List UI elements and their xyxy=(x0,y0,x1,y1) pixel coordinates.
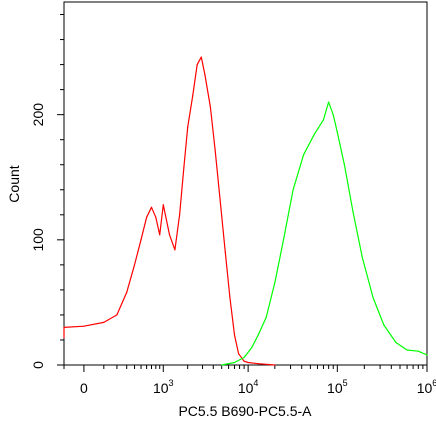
series-2-point xyxy=(282,239,285,241)
series-2-point xyxy=(426,354,428,356)
series-1-point xyxy=(116,314,118,316)
series-1-point xyxy=(63,331,65,334)
series-2-point xyxy=(417,350,419,352)
series-1-point xyxy=(219,199,221,201)
x-axis-title: PC5.5 B690-PC5.5-A xyxy=(178,403,312,419)
series-2-point xyxy=(292,189,294,191)
plot-frame xyxy=(63,1,428,366)
series-1-point xyxy=(140,239,142,241)
x-tick-label: 105 xyxy=(327,378,348,396)
series-1-point xyxy=(179,214,181,216)
series-1-point xyxy=(162,204,164,206)
series-1-point xyxy=(233,334,236,336)
series-2-point xyxy=(352,211,354,213)
series-2-point xyxy=(336,131,338,133)
series-1-point xyxy=(174,249,176,251)
series-2-point xyxy=(383,324,385,326)
series-2-point xyxy=(343,164,345,166)
series-2-point xyxy=(361,256,363,258)
y-axis-title: Count xyxy=(6,165,22,202)
series-line-1 xyxy=(63,56,275,366)
series-2-point xyxy=(313,134,315,136)
series-layer xyxy=(63,56,428,366)
series-1-point xyxy=(126,291,128,293)
series-1-point xyxy=(257,363,259,365)
series-1-point xyxy=(187,126,189,128)
series-1-point xyxy=(168,234,171,236)
x-tick-label: 0 xyxy=(80,380,88,396)
series-1-point xyxy=(243,360,245,362)
y-axis-ticks: 0 100 200 xyxy=(30,14,64,369)
series-2-point xyxy=(332,114,334,116)
series-1-point xyxy=(209,106,211,108)
series-1-point xyxy=(150,206,153,208)
series-2-point xyxy=(328,101,330,103)
series-1-point xyxy=(229,296,231,298)
series-2-point xyxy=(395,341,397,344)
series-1-point xyxy=(214,149,216,151)
series-1-point xyxy=(204,74,206,76)
series-line-2 xyxy=(221,101,428,366)
y-tick-label: 0 xyxy=(30,361,46,369)
series-1-point xyxy=(196,64,198,66)
series-2-point xyxy=(303,154,305,156)
series-1-point xyxy=(155,216,157,218)
series-2-point xyxy=(257,334,259,336)
series-2-point xyxy=(406,349,408,351)
series-1-point xyxy=(274,364,276,366)
series-1-point xyxy=(183,166,185,168)
series-1-point xyxy=(103,321,105,323)
series-2-point xyxy=(372,296,374,298)
x-tick-label: 104 xyxy=(238,378,259,396)
series-1-point xyxy=(83,325,85,327)
series-1-point xyxy=(159,234,161,236)
series-1-point xyxy=(63,326,65,328)
series-1-point xyxy=(192,95,194,97)
series-2-point xyxy=(274,281,276,283)
series-1-point xyxy=(238,353,240,355)
x-axis-ticks: 0 103 104 105 106 xyxy=(63,365,436,396)
series-1-point xyxy=(200,56,202,58)
series-1-point xyxy=(247,361,249,364)
series-2-point xyxy=(251,346,253,349)
x-tick-label: 106 xyxy=(417,378,436,396)
y-tick-label: 100 xyxy=(30,228,46,252)
series-1-point xyxy=(224,251,226,253)
y-tick-label: 200 xyxy=(30,103,46,127)
series-2-point xyxy=(233,361,236,364)
series-2-point xyxy=(265,316,267,318)
series-1-point xyxy=(63,336,65,339)
x-tick-label: 103 xyxy=(153,378,174,396)
series-2-point xyxy=(243,356,245,359)
series-1-point xyxy=(146,216,148,218)
series-2-point xyxy=(221,364,223,366)
series-2-point xyxy=(322,119,325,121)
series-1-point xyxy=(133,264,136,266)
